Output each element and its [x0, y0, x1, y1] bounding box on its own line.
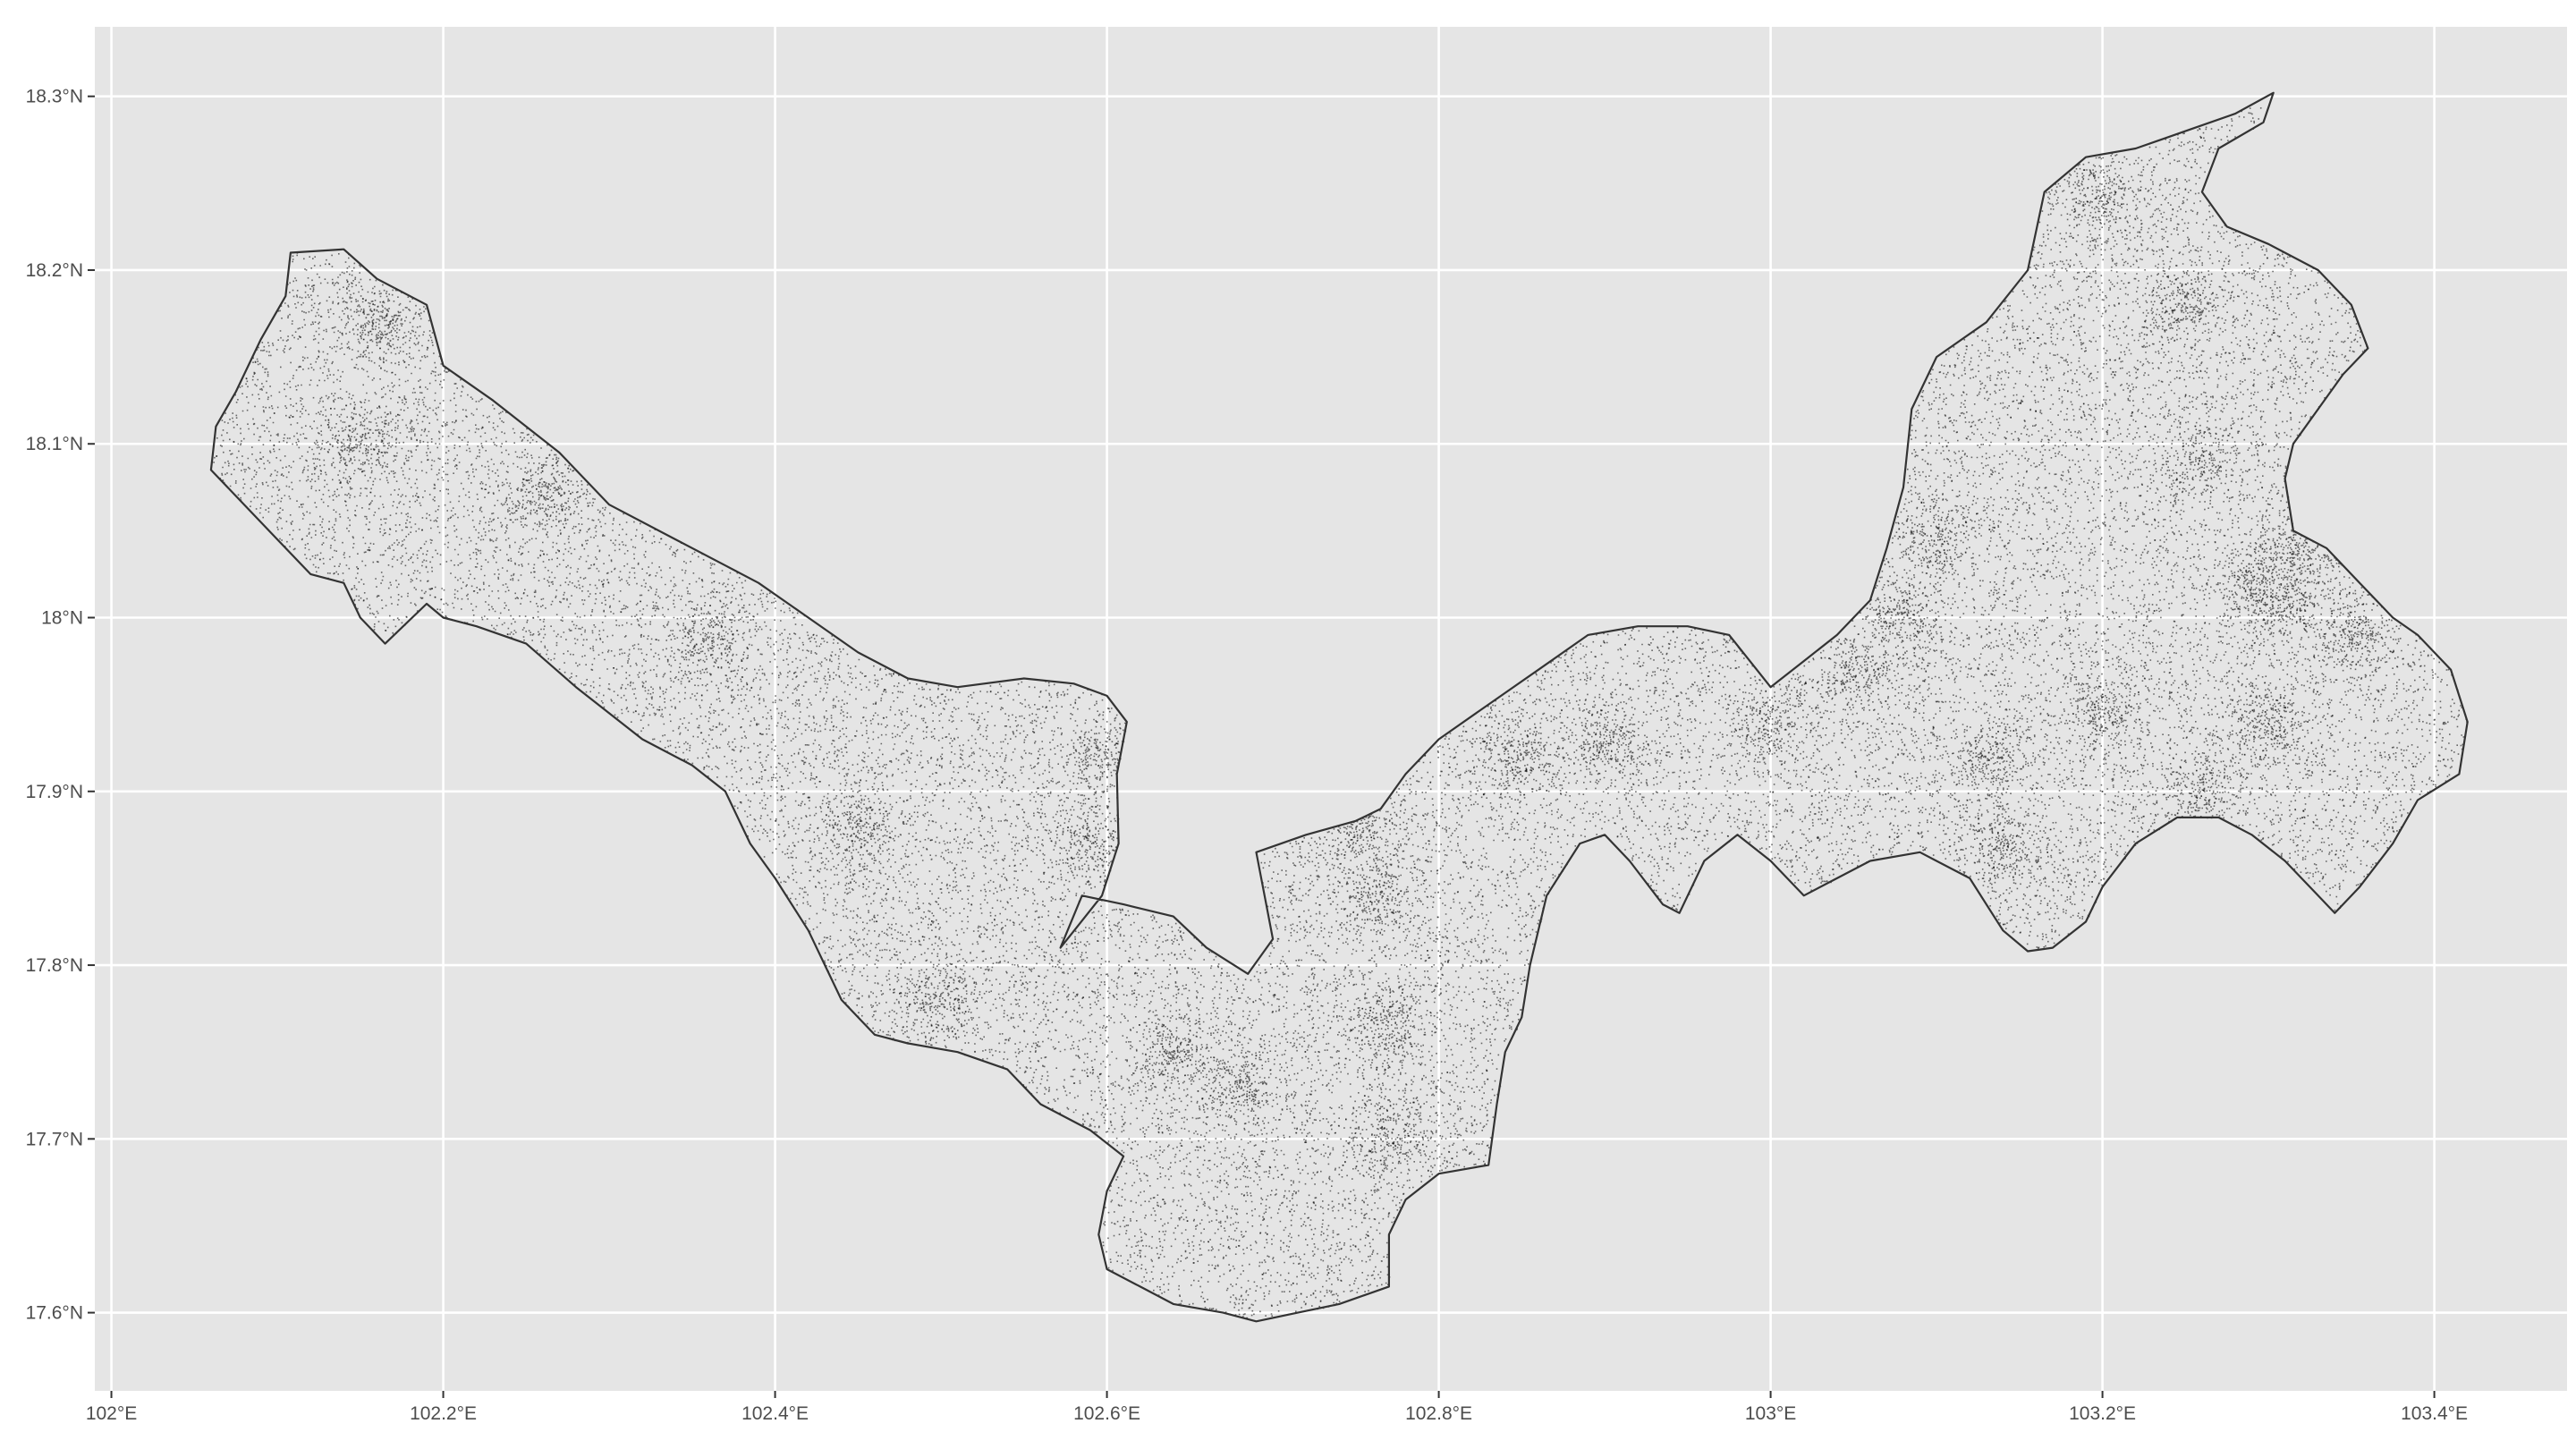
- x-axis: 102°E 102.2°E 102.4°E 102.6°E 102.8°E 103°E 10…: [86, 1391, 2468, 1424]
- y-axis: 18.3°N 18.2°N 18.1°N 18°N 17.9°N 17.8°N 17.7°N…: [26, 87, 95, 1324]
- x-tick-label: 102.2°E: [410, 1403, 477, 1424]
- grid-lines: [95, 27, 2567, 1391]
- x-tick-label: 103.2°E: [2069, 1403, 2136, 1424]
- x-tick-label: 102.6°E: [1073, 1403, 1140, 1424]
- panel-background: [95, 27, 2567, 1391]
- y-tick-label: 17.8°N: [26, 955, 83, 976]
- y-tick-label: 17.6°N: [26, 1303, 83, 1324]
- y-tick-label: 17.9°N: [26, 782, 83, 802]
- x-tick-label: 103°E: [1745, 1403, 1796, 1424]
- y-tick-label: 18°N: [41, 608, 83, 629]
- boundary-outline: [209, 91, 2469, 1323]
- y-tick-label: 18.3°N: [26, 87, 83, 107]
- y-tick-label: 17.7°N: [26, 1129, 83, 1149]
- x-tick-label: 102.8°E: [1405, 1403, 1472, 1424]
- x-tick-label: 102°E: [86, 1403, 137, 1424]
- y-tick-label: 18.2°N: [26, 260, 83, 281]
- y-tick-label: 18.1°N: [26, 434, 83, 454]
- x-tick-label: 103.4°E: [2401, 1403, 2468, 1424]
- x-tick-label: 102.4°E: [741, 1403, 809, 1424]
